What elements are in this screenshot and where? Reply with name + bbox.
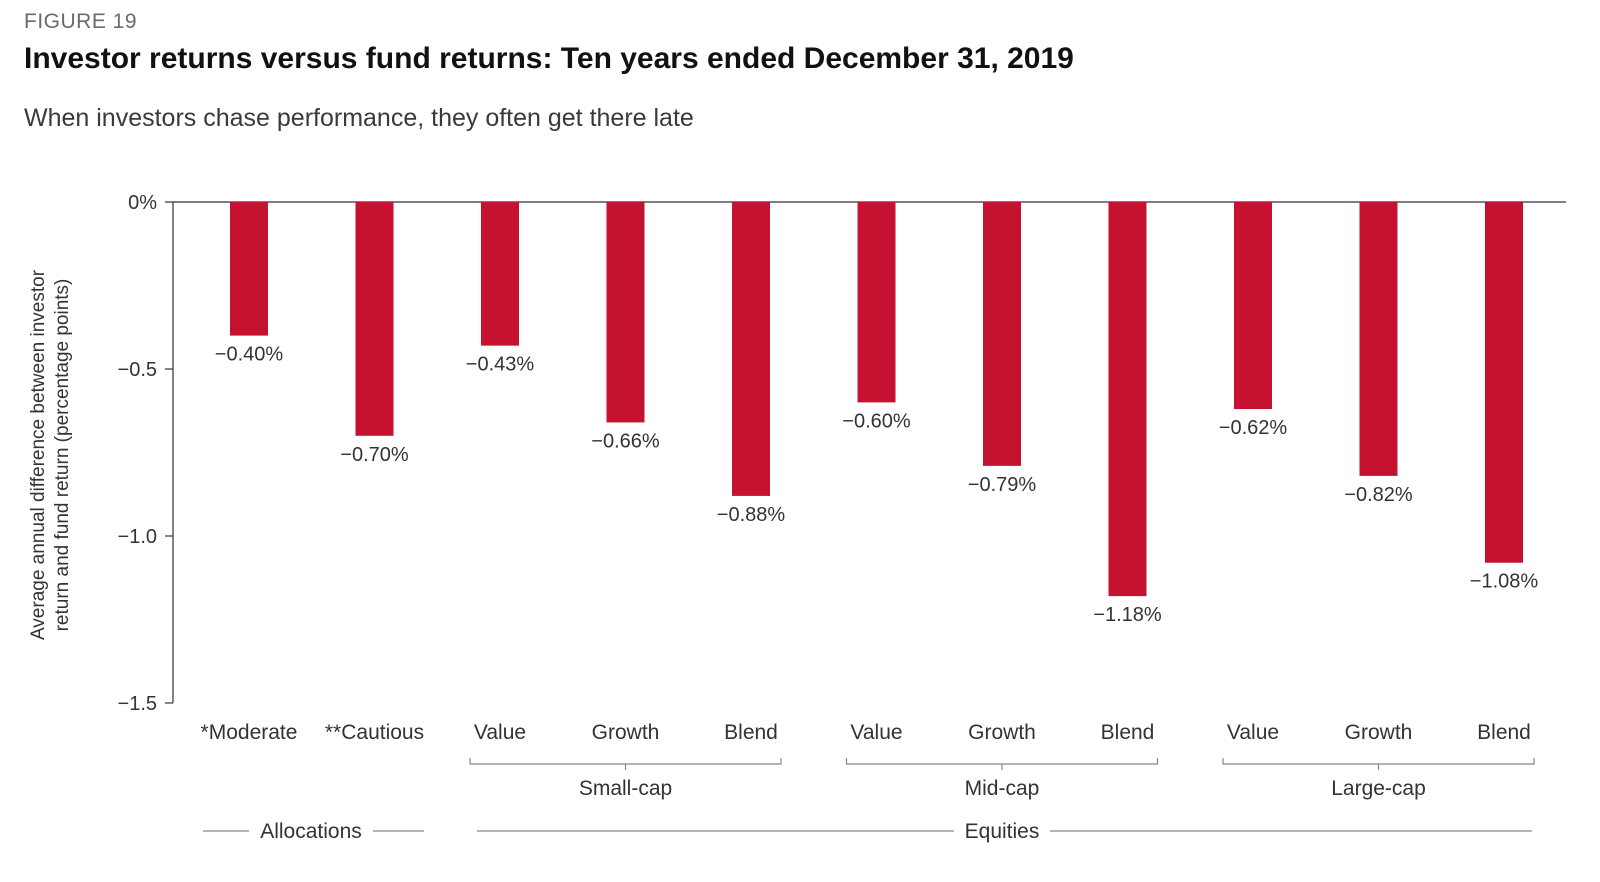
bar xyxy=(1359,202,1398,476)
y-tick-label: −1.5 xyxy=(118,693,157,715)
chart-subtitle: When investors chase performance, they o… xyxy=(24,104,694,132)
bar-value-label: −1.18% xyxy=(1093,604,1162,626)
y-axis-label-line: return and fund return (percentage point… xyxy=(52,279,73,632)
category-label: Blend xyxy=(724,721,778,744)
bar xyxy=(1485,202,1523,563)
bar xyxy=(355,202,394,436)
bar-value-label: −0.43% xyxy=(466,354,535,376)
subgroup-label: Large-cap xyxy=(1331,777,1426,800)
bar xyxy=(857,202,896,403)
subgroup-bracket xyxy=(1222,758,1535,765)
chart-title: Investor returns versus fund returns: Te… xyxy=(24,42,1074,75)
category-label: Blend xyxy=(1477,721,1531,744)
bar-value-label: −1.08% xyxy=(1470,571,1539,593)
bar-value-label: −0.82% xyxy=(1344,484,1413,506)
y-axis-label-line: Average annual difference between invest… xyxy=(28,269,49,640)
figure-label: FIGURE 19 xyxy=(24,10,138,33)
subgroup-label: Small-cap xyxy=(579,777,672,800)
subgroup-bracket xyxy=(469,758,782,765)
bar-value-label: −0.66% xyxy=(591,430,660,452)
y-axis-label: Average annual difference between invest… xyxy=(28,269,73,640)
category-label: Value xyxy=(1227,721,1279,744)
bar-value-label: −0.88% xyxy=(717,504,786,526)
bar xyxy=(1108,202,1147,597)
bar-value-label: −0.40% xyxy=(215,344,284,366)
bar-value-label: −0.70% xyxy=(340,444,409,466)
bar-value-label: −0.79% xyxy=(968,474,1037,496)
y-tick-label: −1.0 xyxy=(118,526,157,548)
category-label: Growth xyxy=(1345,721,1413,744)
category-label: **Cautious xyxy=(325,721,424,744)
group-label: Allocations xyxy=(260,820,362,843)
bar xyxy=(732,202,770,496)
bar-value-label: −0.62% xyxy=(1219,417,1288,439)
y-tick-label: −0.5 xyxy=(118,359,157,381)
category-label: Blend xyxy=(1101,721,1155,744)
bar xyxy=(1234,202,1272,410)
subgroup-bracket xyxy=(845,758,1159,765)
subgroup-label: Mid-cap xyxy=(965,777,1040,800)
bar-value-label: −0.60% xyxy=(842,410,911,432)
group-label: Equities xyxy=(965,820,1040,843)
category-label: *Moderate xyxy=(201,721,298,744)
bar xyxy=(230,202,268,336)
bar xyxy=(983,202,1021,466)
bar xyxy=(606,202,645,423)
bar xyxy=(481,202,519,346)
category-label: Growth xyxy=(592,721,660,744)
category-label: Growth xyxy=(968,721,1036,744)
category-label: Value xyxy=(850,721,902,744)
category-label: Value xyxy=(474,721,526,744)
y-tick-label: 0% xyxy=(128,192,157,214)
